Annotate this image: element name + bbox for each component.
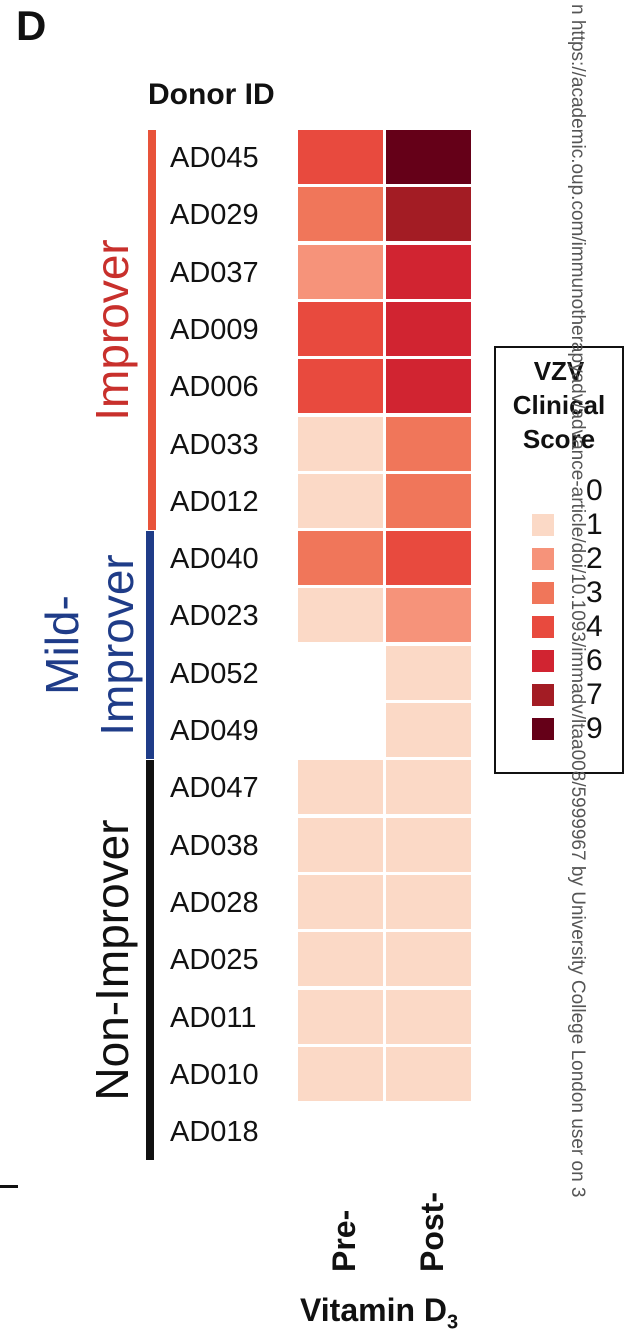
heatmap-cell (386, 473, 471, 528)
heatmap-cell (298, 817, 383, 872)
row-label: AD028 (170, 886, 259, 919)
group-bar (148, 130, 156, 530)
heatmap-cell (386, 187, 471, 242)
x-axis-title-text: Vitamin D (300, 1292, 447, 1328)
heatmap-cell (298, 187, 383, 242)
heatmap-cell (386, 244, 471, 299)
legend-title-line: Score (522, 424, 596, 454)
legend-label: 2 (586, 542, 603, 575)
legend-label: 9 (586, 712, 603, 745)
heatmap-cell (386, 588, 471, 643)
group-label: Non-Improver (86, 819, 139, 1101)
heatmap-cell (298, 531, 383, 586)
legend-title-line: Clinical (512, 390, 606, 420)
legend-swatch (532, 582, 554, 604)
heatmap-cell (386, 416, 471, 471)
row-label: AD023 (170, 600, 259, 633)
column-label-pre: Pre- (326, 1209, 362, 1272)
heatmap-cell (298, 932, 383, 987)
row-label: AD012 (170, 485, 259, 518)
legend-swatch (532, 548, 554, 570)
row-label: AD045 (170, 142, 259, 174)
group-bar (146, 760, 154, 1161)
x-axis-title-subscript: 3 (447, 1311, 459, 1334)
heatmap-cell (298, 359, 383, 414)
x-axis-title: Vitamin D3 (300, 1292, 458, 1334)
legend-label: 7 (586, 678, 603, 711)
watermark-text: n https://academic.oup.com/immunotherapy… (567, 4, 588, 1198)
legend-label: 6 (586, 644, 603, 677)
row-label: AD029 (170, 199, 259, 232)
legend-swatch (532, 650, 554, 672)
row-label: AD047 (170, 772, 259, 805)
legend-swatch (532, 718, 554, 740)
heatmap-cell (298, 760, 383, 815)
heatmap-cell (298, 130, 383, 184)
legend-label: 4 (586, 610, 603, 643)
heatmap-cell (298, 301, 383, 356)
row-label: AD018 (170, 1116, 259, 1149)
heatmap-cell (386, 874, 471, 929)
legend-swatch (532, 480, 554, 502)
heatmap-cell (386, 989, 471, 1044)
heatmap-cell (386, 359, 471, 414)
legend-swatch (532, 514, 554, 536)
row-label: AD052 (170, 657, 259, 690)
legend-label: 0 (586, 474, 603, 507)
heatmap-cell (386, 1046, 471, 1101)
column-label-post: Post- (414, 1192, 450, 1272)
heatmap-cell (386, 301, 471, 356)
heatmap-cell (298, 1046, 383, 1101)
panel-label: D (16, 2, 47, 49)
legend-swatch (532, 684, 554, 706)
row-label: AD025 (170, 944, 259, 977)
heatmap-cell (386, 760, 471, 815)
heatmap-cell (298, 989, 383, 1044)
heatmap-cell (386, 531, 471, 586)
watermark: n https://academic.oup.com/immunotherapy… (566, 4, 588, 1334)
row-label: AD038 (170, 829, 259, 862)
heatmap-cell (298, 874, 383, 929)
heatmap-cell (298, 473, 383, 528)
divider (0, 1185, 18, 1188)
legend-label: 1 (586, 508, 603, 541)
heatmap-cell (298, 416, 383, 471)
row-label: AD049 (170, 715, 259, 747)
heatmap-cell (298, 244, 383, 299)
row-label: AD010 (170, 1058, 259, 1091)
row-label: AD040 (170, 543, 259, 576)
heatmap-cell (386, 130, 471, 184)
heatmap-cell (386, 645, 471, 700)
heatmap-cell (386, 703, 471, 757)
legend-title-line: VZV (533, 356, 585, 386)
legend-title: VZV Clinical Score (496, 354, 622, 456)
group-label-line: Mild- (36, 595, 89, 695)
heatmap-cell (298, 588, 383, 643)
row-label: AD011 (170, 1001, 257, 1034)
heatmap-cell (386, 817, 471, 872)
row-label: AD037 (170, 256, 259, 289)
row-label: AD033 (170, 428, 259, 461)
row-header: Donor ID (148, 78, 275, 111)
heatmap-cell (386, 932, 471, 987)
row-label: AD009 (170, 313, 259, 346)
row-label: AD006 (170, 371, 259, 404)
group-bar (146, 531, 154, 759)
legend-label: 3 (586, 576, 603, 609)
group-label: Improver (86, 239, 139, 421)
legend-swatch (532, 616, 554, 638)
